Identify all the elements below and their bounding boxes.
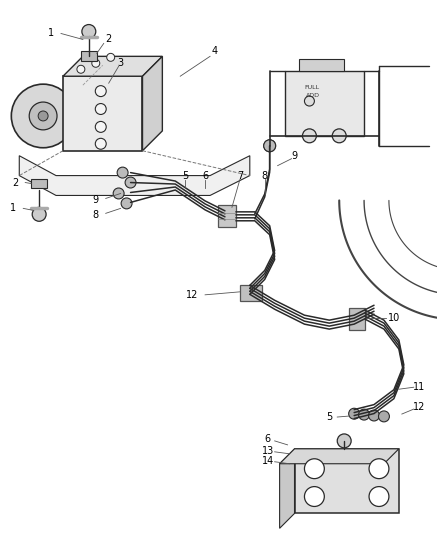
Circle shape [95,122,106,132]
Text: 1: 1 [10,204,16,213]
Text: ADD: ADD [307,93,321,98]
Polygon shape [19,156,250,196]
Circle shape [11,84,75,148]
Circle shape [82,25,96,38]
Circle shape [359,409,370,420]
Text: 8: 8 [93,211,99,220]
Bar [63,76,142,151]
Text: 8: 8 [261,171,268,181]
Circle shape [264,140,276,152]
Circle shape [95,86,106,96]
Text: 9: 9 [291,151,297,161]
Text: 5: 5 [182,171,188,181]
Text: 2: 2 [106,35,112,44]
Text: 1: 1 [48,28,54,38]
Circle shape [92,59,100,67]
Polygon shape [142,56,162,151]
Text: 10: 10 [388,313,400,322]
Text: 6: 6 [265,434,271,444]
Bar [218,205,236,227]
Bar [349,308,365,329]
Circle shape [304,487,324,506]
Text: FULL: FULL [304,85,320,90]
Circle shape [29,102,57,130]
Circle shape [369,487,389,506]
Bar [285,71,364,136]
Circle shape [332,129,346,143]
Text: 7: 7 [237,171,243,181]
Polygon shape [63,56,162,76]
Text: 13: 13 [261,446,274,456]
Text: 12: 12 [413,402,425,412]
Circle shape [117,167,128,178]
Circle shape [113,188,124,199]
Circle shape [304,96,314,106]
Text: 4: 4 [212,46,218,56]
Circle shape [38,111,48,121]
Circle shape [95,139,106,149]
Circle shape [125,177,136,188]
Text: 11: 11 [413,382,425,392]
Bar [300,59,344,71]
Bar [240,285,262,301]
Circle shape [368,410,379,421]
Circle shape [337,434,351,448]
Bar [81,51,97,61]
Circle shape [304,459,324,479]
Text: 12: 12 [186,290,198,300]
Text: 5: 5 [326,412,332,422]
Circle shape [378,411,389,422]
Text: 6: 6 [202,171,208,181]
Text: 3: 3 [117,58,124,68]
Circle shape [303,129,316,143]
Circle shape [77,65,85,73]
Circle shape [264,140,276,152]
Circle shape [107,53,115,61]
Circle shape [369,459,389,479]
Circle shape [349,408,360,419]
Bar [294,449,399,513]
Circle shape [121,198,132,209]
Polygon shape [279,449,399,464]
Text: 2: 2 [12,177,18,188]
Bar [31,179,47,189]
Polygon shape [279,449,294,528]
Circle shape [95,103,106,115]
Circle shape [32,207,46,221]
Text: 14: 14 [261,456,274,466]
Text: 9: 9 [93,196,99,205]
